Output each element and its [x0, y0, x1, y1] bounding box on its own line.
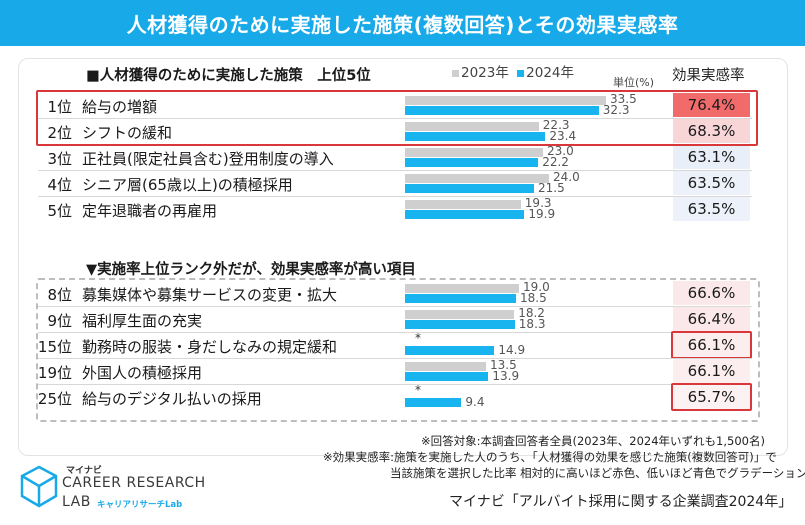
logo-title-line1: CAREER RESEARCH: [62, 475, 206, 491]
chart-panel: [18, 58, 788, 456]
section2-frame: [36, 278, 760, 422]
value-2023: 18.2: [518, 306, 545, 320]
bar-2024: [405, 372, 489, 381]
rank-label: 5位: [47, 202, 72, 220]
bar-2024: [405, 346, 495, 355]
value-2024: 23.4: [549, 129, 577, 143]
item-label: 給与のデジタル払いの採用: [82, 390, 262, 408]
row-separator: [38, 196, 752, 197]
item-label: 募集媒体や募集サービスの変更・拡大: [82, 286, 338, 304]
bar-2024: [405, 184, 534, 193]
row-separator: [38, 384, 752, 385]
value-2024: 18.3: [518, 317, 546, 331]
legend-2023-swatch: [452, 69, 459, 77]
legend-2024-label: 2024年: [526, 65, 575, 81]
value-2023: 22.3: [542, 118, 570, 132]
rank-label: 8位: [47, 286, 72, 304]
effect-rate-cell: 66.4%: [673, 307, 750, 331]
value-2024: 19.9: [528, 207, 556, 221]
effect-header: 効果実感率: [672, 68, 745, 84]
section2-title: ▼実施率上位ランク外だが、効果実感率が高い項目: [86, 262, 416, 278]
value-2023: 19.3: [524, 196, 552, 210]
note-effect-def: ※効果実感率:施策を実施した人のうち、「人材獲得の効果を感じた施策(複数回答可)…: [323, 450, 777, 464]
note-gradient: 当該施策を選択した比率 相対的に高いほど赤色、低いほど青色でグラデーション: [390, 466, 805, 480]
value-2024: 32.3: [602, 103, 630, 117]
source-citation: マイナビ「アルバイト採用に関する企業調査2024年」: [449, 494, 793, 510]
bar-2024: [405, 158, 539, 167]
row-separator: [38, 332, 752, 333]
page-title: 人材獲得のために実施した施策(複数回答)とその効果実感率: [0, 0, 805, 46]
value-2024: 13.9: [492, 369, 520, 383]
value-2023: 19.0: [523, 280, 550, 294]
rank-label: 4位: [47, 176, 72, 194]
logo-subtitle: キャリアリサーチLab: [97, 500, 183, 510]
value-2023: *: [415, 331, 421, 345]
logo-brand: マイナビ: [66, 466, 102, 476]
value-2024: 14.9: [498, 343, 526, 357]
rank-label: 1位: [47, 98, 72, 116]
section1-title: ■人材獲得のために実施した施策 上位5位: [86, 68, 371, 84]
logo-title-line2: LAB: [62, 494, 91, 510]
value-2023: 13.5: [490, 358, 517, 372]
value-2024: 18.5: [520, 291, 547, 305]
legend-2024-swatch: [517, 69, 525, 77]
rank-label: 15位: [37, 338, 72, 356]
bar-2023: [405, 96, 606, 105]
effect-highlight-box: [671, 383, 752, 411]
effect-highlight-box: [671, 331, 752, 359]
bar-2024: [405, 132, 546, 141]
cube-logo-icon: [20, 465, 58, 508]
effect-rate-cell: 66.1%: [673, 333, 750, 357]
top2-highlight-box: [36, 90, 758, 146]
row-separator: [38, 306, 752, 307]
rank-label: 19位: [37, 364, 72, 382]
bar-2023: [405, 362, 486, 371]
value-2023: 24.0: [553, 170, 580, 184]
row-separator: [38, 358, 752, 359]
value-2023: 23.0: [547, 144, 574, 158]
value-2023: *: [415, 383, 421, 397]
item-label: 正社員(限定社員含む)登用制度の導入: [82, 150, 334, 168]
row-separator: [38, 170, 752, 171]
effect-rate-cell: 65.7%: [673, 385, 750, 409]
rank-label: 3位: [47, 150, 72, 168]
bar-2024: [405, 320, 515, 329]
item-label: 勤務時の服装・身だしなみの規定緩和: [82, 338, 338, 356]
effect-rate-cell: 66.1%: [673, 359, 750, 383]
rank-label: 9位: [47, 312, 72, 330]
row-separator: [38, 118, 752, 119]
item-label: 外国人の積極採用: [82, 364, 203, 382]
item-label: 給与の増額: [82, 98, 158, 116]
bar-2024: [405, 210, 525, 219]
bar-2023: [405, 174, 549, 183]
item-label: 福利厚生面の充実: [82, 312, 203, 330]
bar-2023: [405, 284, 519, 293]
note-respondents: ※回答対象:本調査回答者全員(2023年、2024年いずれも1,500名): [421, 434, 765, 448]
rank-label: 2位: [47, 124, 72, 142]
value-2023: 33.5: [610, 92, 637, 106]
value-2024: 9.4: [465, 395, 485, 409]
effect-rate-cell: 68.3%: [673, 119, 750, 143]
effect-rate-cell: 66.6%: [673, 281, 750, 305]
bar-2024: [405, 294, 516, 303]
effect-rate-cell: 63.1%: [673, 145, 750, 169]
effect-rate-cell: 63.5%: [673, 197, 750, 221]
value-2024: 21.5: [538, 181, 565, 195]
item-label: 定年退職者の再雇用: [82, 202, 218, 220]
bar-2023: [405, 148, 543, 157]
unit-label: 単位(%): [613, 76, 655, 89]
bar-2023: [405, 122, 539, 131]
bar-2024: [405, 398, 462, 407]
bar-2023: [405, 200, 521, 209]
legend-2023-label: 2023年: [461, 65, 509, 81]
item-label: シニア層(65歳以上)の積極採用: [82, 176, 293, 194]
effect-rate-cell: 63.5%: [673, 171, 750, 195]
rank-label: 25位: [37, 390, 72, 408]
bar-2023: [405, 310, 515, 319]
bar-2024: [405, 106, 599, 115]
value-2024: 22.2: [542, 155, 569, 169]
effect-rate-cell: 76.4%: [673, 93, 750, 117]
item-label: シフトの緩和: [82, 124, 173, 142]
legend: 2023年 2024年: [452, 61, 574, 81]
